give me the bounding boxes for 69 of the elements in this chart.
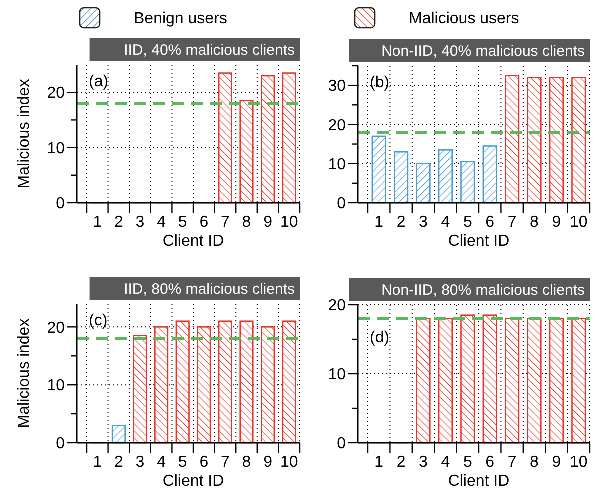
chart-title: Non-IID, 80% malicious clients bbox=[382, 282, 585, 299]
annotation: (c) bbox=[89, 312, 108, 330]
annotation: (b) bbox=[370, 74, 390, 92]
legend-label: Benign users bbox=[134, 10, 228, 28]
y-tick-label: 10 bbox=[328, 366, 346, 384]
x-tick-label: 5 bbox=[178, 454, 188, 471]
y-tick-label: 30 bbox=[328, 78, 346, 96]
x-tick-label: 4 bbox=[441, 454, 450, 471]
x-tick-label: 6 bbox=[200, 214, 209, 231]
x-tick-label: 8 bbox=[242, 454, 252, 471]
x-tick-label: 6 bbox=[200, 454, 209, 471]
x-tick-label: 7 bbox=[220, 454, 230, 471]
x-tick-label: 2 bbox=[114, 214, 124, 231]
x-tick-label: 2 bbox=[396, 214, 406, 231]
x-tick-label: 7 bbox=[508, 214, 517, 231]
x-tick-label: 8 bbox=[530, 214, 540, 231]
y-tick-label: 20 bbox=[328, 117, 346, 134]
y-tick-label: 0 bbox=[337, 196, 346, 213]
y-axis-title: Malicious index bbox=[16, 79, 33, 189]
chart-title: IID, 40% malicious clients bbox=[124, 42, 295, 59]
x-tick-label: 5 bbox=[463, 214, 472, 231]
x-tick-label: 1 bbox=[93, 214, 102, 231]
y-tick-label: 0 bbox=[337, 436, 346, 453]
x-tick-label: 4 bbox=[441, 214, 450, 231]
x-tick-label: 8 bbox=[530, 454, 540, 471]
y-tick-label: 10 bbox=[47, 378, 66, 395]
x-tick-label: 8 bbox=[242, 214, 252, 231]
x-tick-label: 6 bbox=[486, 454, 495, 471]
x-tick-label: 6 bbox=[486, 214, 495, 231]
x-axis-title: Client ID bbox=[162, 473, 224, 490]
x-tick-label: 4 bbox=[157, 214, 166, 231]
x-tick-label: 10 bbox=[280, 454, 298, 471]
chart-title: Non-IID, 40% malicious clients bbox=[382, 42, 585, 60]
x-tick-label: 10 bbox=[280, 214, 298, 231]
x-tick-label: 3 bbox=[419, 214, 428, 231]
x-tick-label: 5 bbox=[178, 214, 188, 231]
x-tick-label: 3 bbox=[419, 454, 428, 471]
chart-title: IID, 80% malicious clients bbox=[124, 280, 295, 298]
x-tick-label: 2 bbox=[114, 454, 124, 471]
y-tick-label: 0 bbox=[56, 196, 66, 213]
annotation: (a) bbox=[89, 74, 109, 91]
x-tick-label: 9 bbox=[264, 454, 273, 471]
x-tick-label: 5 bbox=[463, 454, 472, 471]
x-tick-label: 9 bbox=[552, 214, 562, 231]
y-tick-label: 20 bbox=[47, 85, 66, 102]
y-tick-label: 20 bbox=[328, 298, 346, 315]
x-axis-title: Client ID bbox=[448, 473, 510, 490]
x-tick-label: 2 bbox=[396, 454, 406, 471]
x-tick-label: 7 bbox=[508, 454, 517, 471]
x-axis-title: Client ID bbox=[448, 233, 510, 250]
x-tick-label: 1 bbox=[374, 454, 384, 471]
x-axis-title: Client ID bbox=[162, 233, 224, 250]
y-tick-label: 10 bbox=[47, 140, 66, 158]
x-tick-label: 10 bbox=[570, 454, 588, 471]
y-tick-label: 0 bbox=[56, 436, 66, 453]
x-tick-label: 3 bbox=[136, 454, 145, 471]
x-tick-label: 10 bbox=[570, 214, 588, 231]
x-tick-label: 1 bbox=[374, 214, 384, 231]
legend-label: Malicious users bbox=[409, 10, 520, 28]
x-tick-label: 3 bbox=[136, 214, 145, 231]
x-tick-label: 9 bbox=[552, 454, 562, 471]
y-tick-label: 20 bbox=[47, 320, 66, 337]
annotation: (d) bbox=[370, 329, 390, 346]
x-tick-label: 9 bbox=[264, 214, 273, 231]
x-tick-label: 7 bbox=[220, 214, 230, 231]
x-tick-label: 1 bbox=[93, 454, 102, 471]
x-tick-label: 4 bbox=[157, 454, 166, 471]
y-axis-title: Malicious index bbox=[16, 318, 33, 428]
y-tick-label: 10 bbox=[328, 156, 346, 174]
